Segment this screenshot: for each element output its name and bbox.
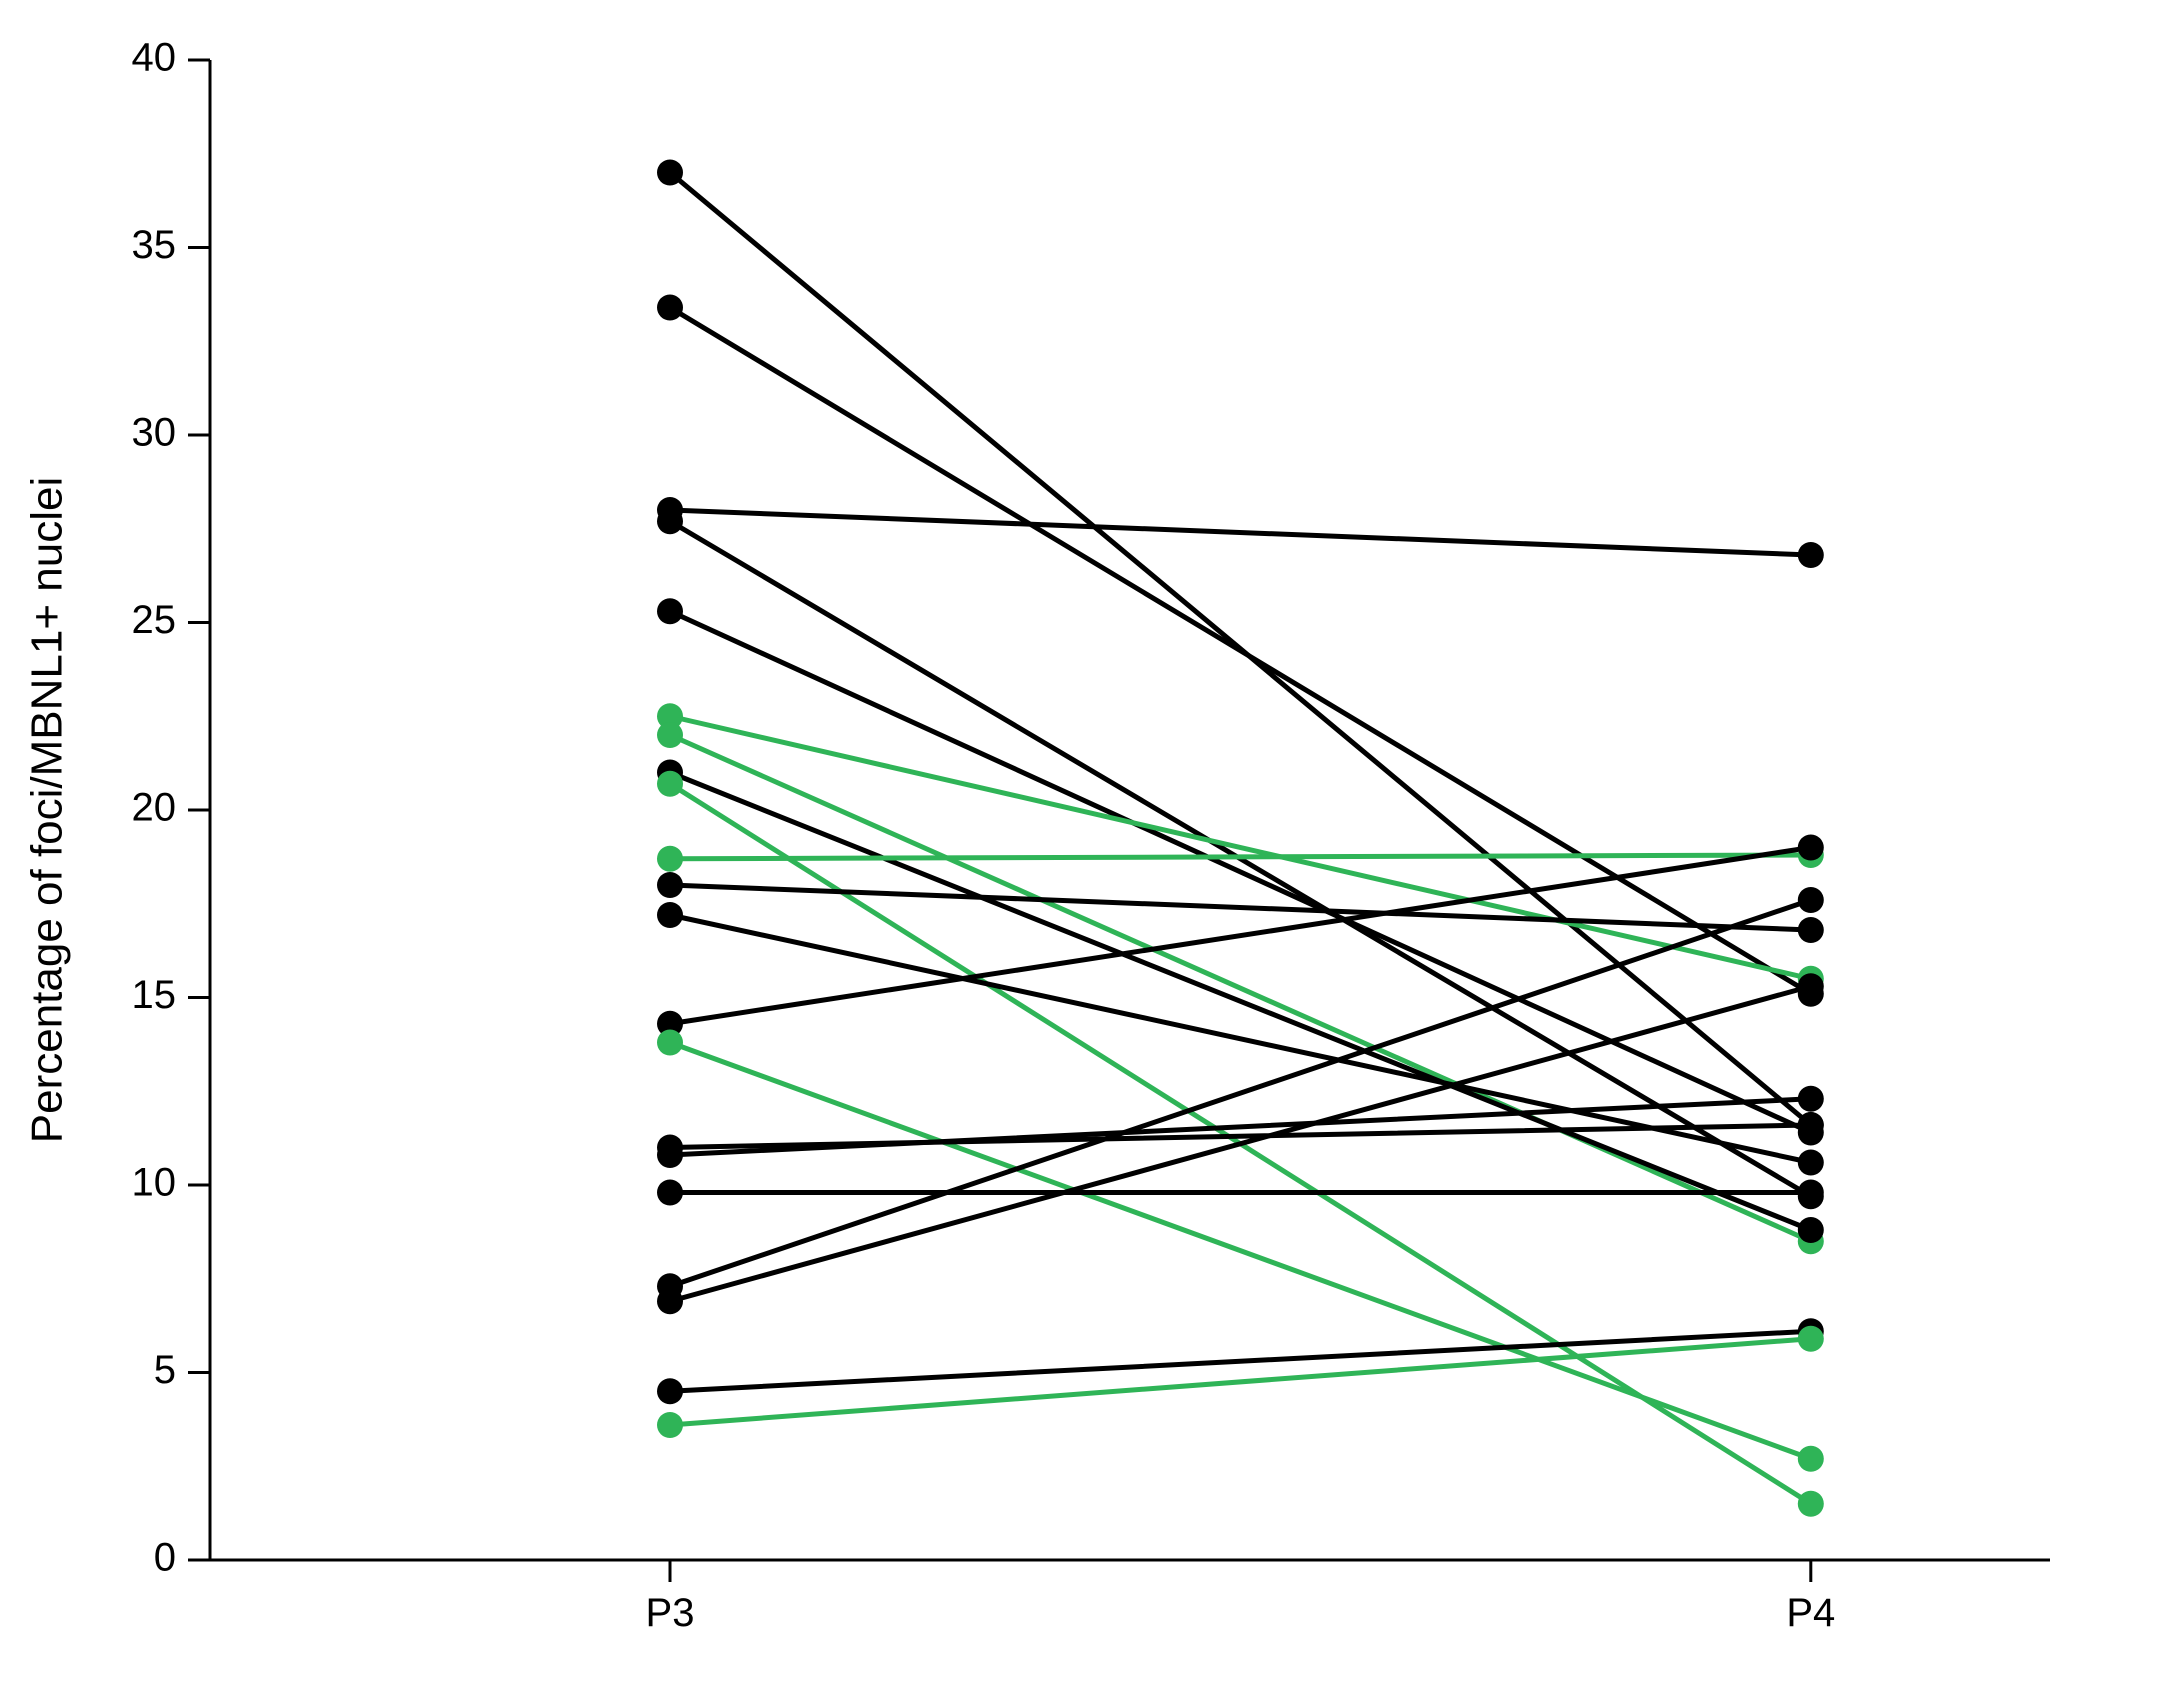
y-tick-label: 40	[132, 36, 177, 80]
pair-marker-p4	[1798, 835, 1824, 861]
pair-marker-p3	[657, 722, 683, 748]
y-tick-label: 5	[154, 1348, 176, 1392]
pair-line	[670, 735, 1811, 1241]
pair-marker-p3	[657, 1288, 683, 1314]
series-lines	[670, 173, 1811, 1504]
pair-marker-p4	[1798, 973, 1824, 999]
pair-marker-p3	[657, 846, 683, 872]
y-tick-label: 10	[132, 1161, 177, 1205]
pair-marker-p3	[657, 1180, 683, 1206]
pair-line	[670, 510, 1811, 555]
pair-marker-p4	[1798, 1086, 1824, 1112]
pair-marker-p3	[657, 598, 683, 624]
pair-marker-p3	[657, 295, 683, 321]
y-tick-label: 35	[132, 223, 177, 267]
y-tick-label: 20	[132, 786, 177, 830]
pair-marker-p3	[657, 902, 683, 928]
pair-marker-p4	[1798, 542, 1824, 568]
pair-marker-p3	[657, 771, 683, 797]
chart-svg: 0 5 10 15 20 25 30 35 40 Percentage of foci/MBNL1…	[0, 0, 2165, 1682]
pair-marker-p4	[1798, 1150, 1824, 1176]
y-tick-label: 30	[132, 411, 177, 455]
x-tick-label: P3	[646, 1591, 695, 1635]
paired-line-chart: 0 5 10 15 20 25 30 35 40 Percentage of foci/MBNL1…	[0, 0, 2165, 1682]
pair-marker-p4	[1798, 887, 1824, 913]
pair-marker-p3	[657, 1142, 683, 1168]
pair-marker-p4	[1798, 1446, 1824, 1472]
pair-marker-p4	[1798, 917, 1824, 943]
pair-line	[670, 773, 1811, 1231]
x-tick-label: P4	[1786, 1591, 1835, 1635]
pair-line	[670, 855, 1811, 859]
pair-marker-p4	[1798, 1491, 1824, 1517]
pair-marker-p3	[657, 1378, 683, 1404]
pair-marker-p4	[1798, 1217, 1824, 1243]
y-tick-label: 0	[154, 1536, 176, 1580]
pair-marker-p4	[1798, 1112, 1824, 1138]
pair-marker-p3	[657, 1030, 683, 1056]
y-tick-label: 15	[132, 973, 177, 1017]
pair-line	[670, 716, 1811, 979]
pair-marker-p3	[657, 160, 683, 186]
pair-marker-p4	[1798, 1326, 1824, 1352]
pair-marker-p3	[657, 508, 683, 534]
pair-marker-p3	[657, 872, 683, 898]
y-axis-title: Percentage of foci/MBNL1+ nuclei	[23, 477, 72, 1144]
pair-marker-p3	[657, 1412, 683, 1438]
y-tick-label: 25	[132, 598, 177, 642]
pair-marker-p4	[1798, 1180, 1824, 1206]
